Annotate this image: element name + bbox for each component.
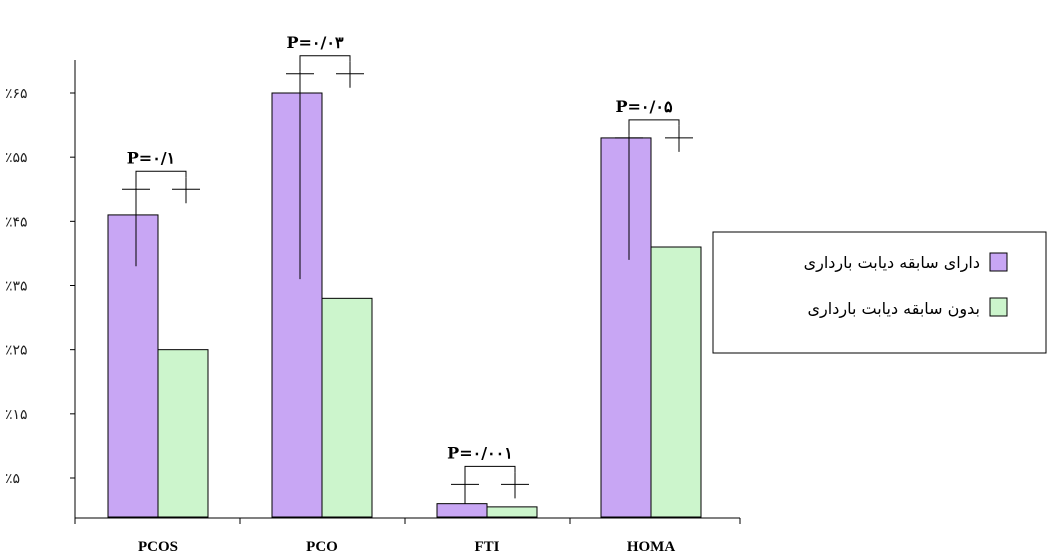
bar-series-0 (436, 503, 488, 518)
y-tick-label: ٪۴۵ (5, 214, 28, 230)
x-category-label: PCOS (138, 539, 178, 555)
y-tick-label: ٪۶۵ (5, 86, 28, 102)
y-ticks: ٪۶۵ ٪۵۵ ٪۴۵ ٪۳۵ ٪۲۵ ٪۱۵ ٪۵ (5, 86, 75, 487)
bar-series-0 (107, 214, 159, 518)
p-value-label: P=۰/۰۰۱ (447, 443, 513, 462)
legend-swatch-0 (989, 252, 1008, 272)
x-category-label: PCO (306, 539, 338, 555)
bar-series-0 (271, 92, 323, 518)
bar-series-1 (486, 506, 538, 518)
legend: دارای سابقه دیابت بارداری بدون سابقه دیا… (712, 231, 1047, 354)
significance-bracket (628, 119, 680, 136)
bar-series-0 (600, 137, 652, 518)
y-tick-label: ٪۵۵ (5, 150, 28, 166)
p-value-label: P=۰/۰۵ (615, 97, 672, 116)
y-tick-label: ٪۲۵ (5, 343, 28, 359)
significance-bracket (464, 465, 516, 483)
x-category-label: FTI (474, 539, 499, 555)
p-value-annotations: P=۰/۱ P=۰/۰۳ P=۰/۰۰۱ P=۰/۰۵ (127, 33, 680, 483)
legend-box (712, 231, 1047, 354)
legend-swatch-1 (989, 297, 1008, 317)
legend-label-1: بدون سابقه دیابت بارداری (808, 299, 980, 319)
x-ticks (74, 518, 741, 524)
error-bars (122, 61, 693, 504)
legend-label-0: دارای سابقه دیابت بارداری (804, 253, 980, 273)
bar-series-1 (650, 246, 702, 518)
significance-bracket (135, 170, 187, 188)
y-tick-label: ٪۳۵ (5, 279, 28, 295)
y-tick-label: ٪۵ (5, 471, 20, 487)
x-category-label: HOMA (627, 539, 675, 555)
y-tick-label: ٪۱۵ (5, 407, 28, 423)
p-value-label: P=۰/۱ (127, 148, 175, 167)
bar-series-1 (157, 349, 209, 518)
p-value-label: P=۰/۰۳ (286, 33, 343, 52)
bar-series-1 (321, 297, 373, 518)
bars: PCOS PCO FTI HOMA (107, 92, 702, 555)
significance-bracket (299, 55, 351, 72)
